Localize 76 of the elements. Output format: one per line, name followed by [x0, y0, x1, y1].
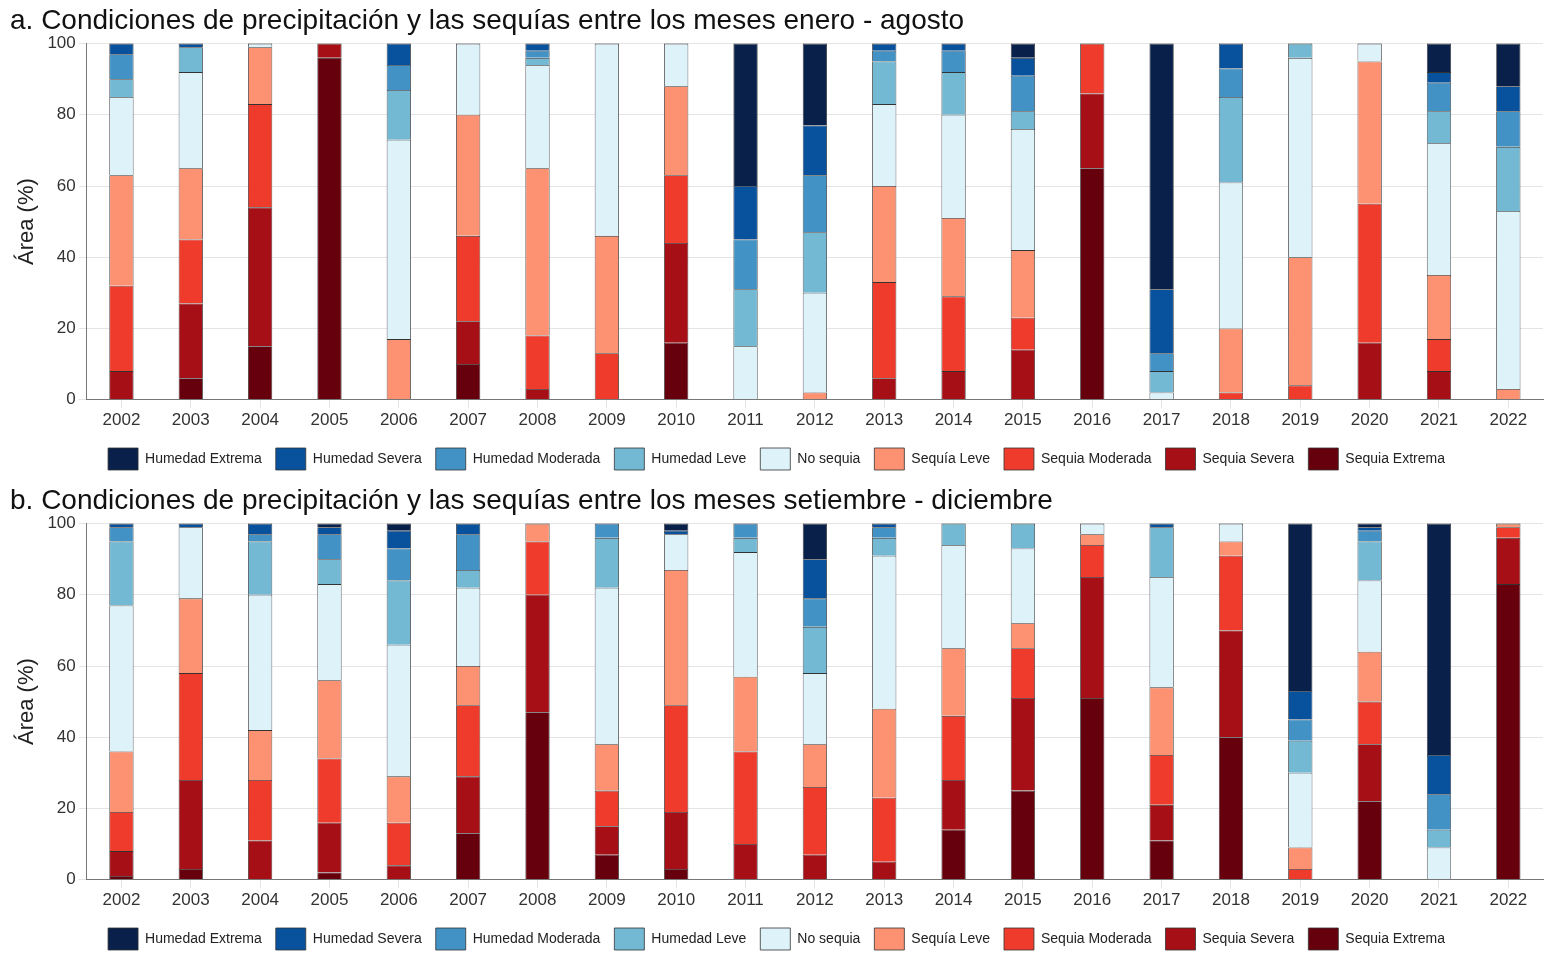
x-tick-label: 2020 — [1350, 410, 1389, 430]
legend-label: Sequia Moderada — [1040, 449, 1152, 466]
x-tick-label: 2007 — [449, 410, 488, 430]
x-tick-label: 2020 — [1350, 890, 1389, 910]
x-tick-label: 2021 — [1420, 890, 1458, 910]
legend-label: Sequia Extrema — [1345, 449, 1446, 466]
y-axis-title: Área (%) — [13, 178, 39, 265]
legend-label: Humedad Severa — [312, 449, 422, 466]
legend-label: Sequía Leve — [911, 929, 991, 946]
x-tick-label: 2022 — [1489, 410, 1528, 430]
chart-title: a. Condiciones de precipitación y las sequías entre los meses enero - agosto — [10, 3, 965, 35]
x-tick-label: 2017 — [1142, 890, 1181, 910]
y-tick-label: 100 — [47, 33, 76, 53]
x-tick-label: 2007 — [449, 890, 488, 910]
x-tick-label: 2014 — [934, 890, 973, 910]
x-tick-label: 2008 — [518, 410, 557, 430]
x-tick-label: 2009 — [587, 890, 626, 910]
x-tick-label: 2011 — [727, 890, 764, 910]
x-tick-label: 2012 — [795, 890, 834, 910]
x-tick-label: 2003 — [171, 410, 210, 430]
x-tick-label: 2002 — [102, 890, 141, 910]
x-tick-label: 2021 — [1420, 410, 1458, 430]
x-tick-label: 2002 — [102, 410, 141, 430]
legend-label: Humedad Moderada — [472, 449, 601, 466]
x-tick-label: 2013 — [865, 890, 904, 910]
x-tick-label: 2016 — [1073, 890, 1112, 910]
x-tick-label: 2010 — [657, 890, 696, 910]
x-tick-label: 2008 — [518, 890, 557, 910]
x-tick-label: 2015 — [1004, 410, 1042, 430]
x-tick-label: 2015 — [1004, 890, 1042, 910]
y-tick-label: 60 — [56, 655, 76, 675]
x-tick-label: 2004 — [241, 890, 280, 910]
legend-label: Sequia Extrema — [1345, 929, 1446, 946]
y-tick-label: 80 — [56, 104, 76, 124]
x-tick-label: 2004 — [241, 410, 280, 430]
x-tick-label: 2003 — [171, 890, 210, 910]
legend-label: Humedad Moderada — [472, 929, 601, 946]
legend-label: Humedad Leve — [651, 449, 747, 466]
legend-label: Humedad Extrema — [145, 929, 262, 946]
x-tick-label: 2018 — [1212, 410, 1250, 430]
x-tick-label: 2012 — [795, 410, 834, 430]
x-tick-label: 2014 — [934, 410, 973, 430]
x-tick-label: 2005 — [310, 890, 349, 910]
y-tick-label: 60 — [56, 175, 76, 195]
legend-label: Humedad Extrema — [145, 449, 262, 466]
x-tick-label: 2010 — [657, 410, 696, 430]
x-tick-label: 2017 — [1142, 410, 1181, 430]
x-tick-label: 2006 — [379, 410, 418, 430]
x-tick-label: 2016 — [1073, 410, 1112, 430]
legend-label: No sequia — [797, 929, 861, 946]
chart-title: b. Condiciones de precipitación y las sequías entre los meses setiembre - diciembre — [10, 483, 1053, 515]
legend-label: Humedad Leve — [651, 929, 747, 946]
y-axis-title: Área (%) — [13, 658, 39, 745]
x-tick-label: 2013 — [865, 410, 904, 430]
legend-label: Sequia Severa — [1202, 449, 1295, 466]
y-tick-label: 80 — [56, 584, 76, 604]
y-tick-label: 0 — [66, 389, 76, 409]
y-tick-label: 40 — [56, 246, 76, 266]
x-tick-label: 2011 — [727, 410, 764, 430]
x-tick-label: 2005 — [310, 410, 349, 430]
x-tick-label: 2006 — [379, 890, 418, 910]
x-tick-label: 2019 — [1281, 410, 1320, 430]
y-tick-label: 100 — [47, 513, 76, 533]
y-tick-label: 20 — [56, 318, 76, 338]
legend-label: Sequia Severa — [1202, 929, 1295, 946]
legend-label: Sequía Leve — [911, 449, 991, 466]
x-tick-label: 2022 — [1489, 890, 1528, 910]
x-tick-label: 2019 — [1281, 890, 1320, 910]
y-tick-label: 20 — [56, 798, 76, 818]
legend-label: No sequia — [797, 449, 861, 466]
legend-label: Humedad Severa — [312, 929, 422, 946]
legend-label: Sequia Moderada — [1040, 929, 1152, 946]
x-tick-label: 2009 — [587, 410, 626, 430]
x-tick-label: 2018 — [1212, 890, 1250, 910]
y-tick-label: 0 — [66, 869, 76, 889]
y-tick-label: 40 — [56, 726, 76, 746]
